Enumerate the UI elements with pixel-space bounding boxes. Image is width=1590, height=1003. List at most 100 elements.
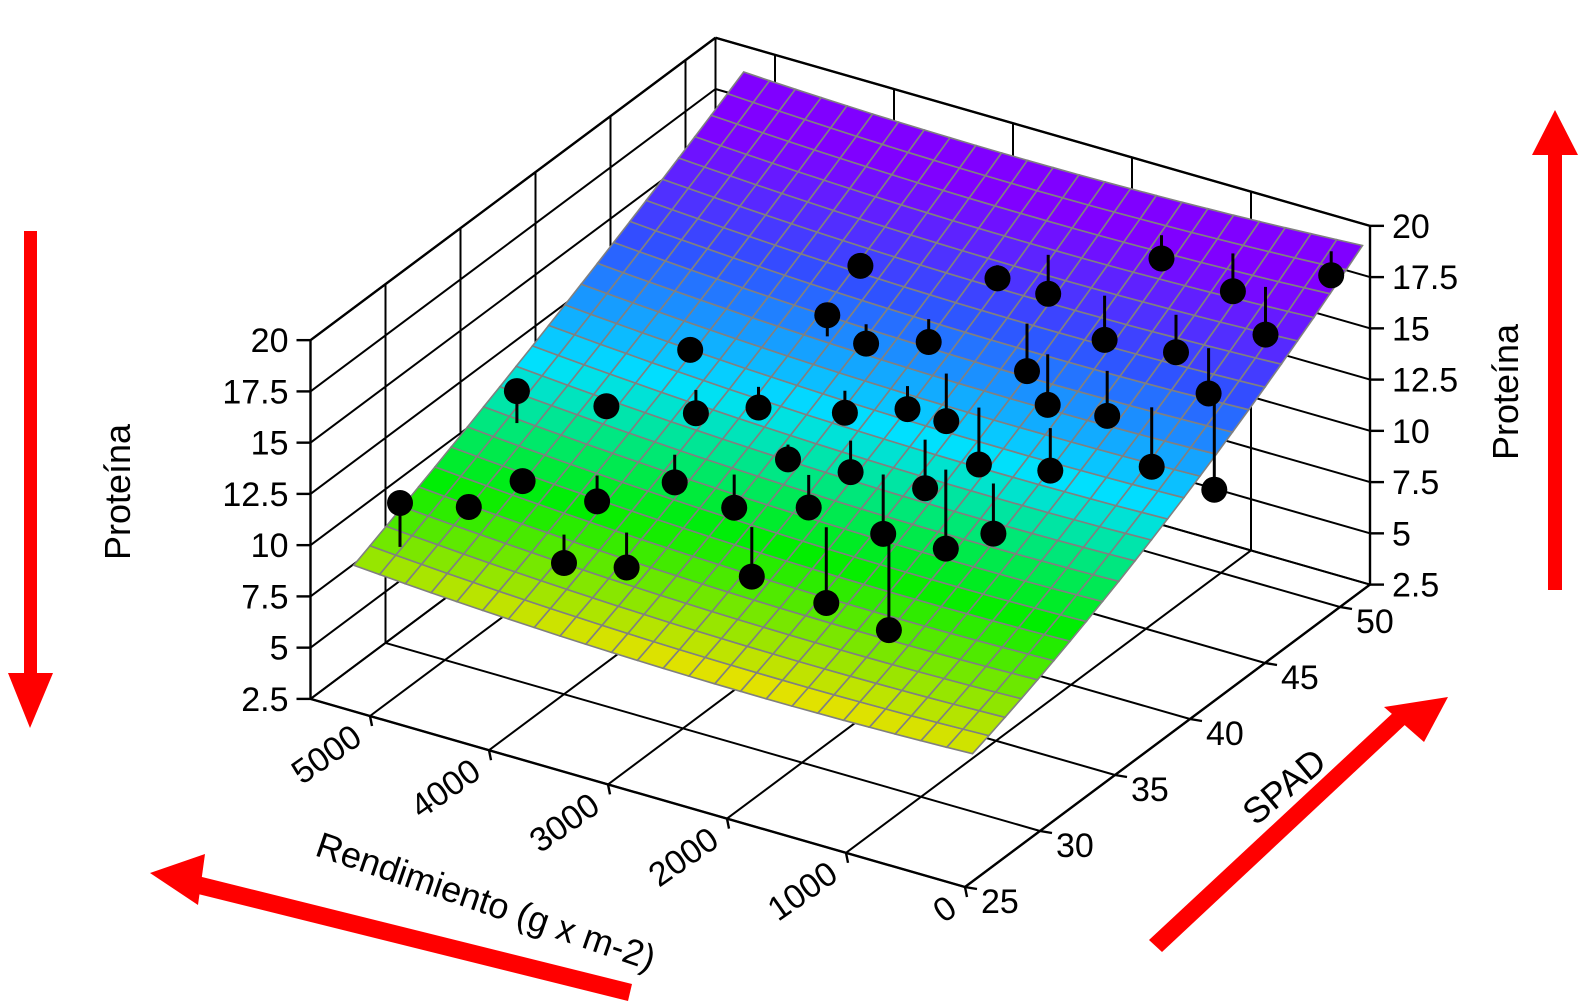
wall-top-edge bbox=[715, 36, 1371, 228]
data-point bbox=[1014, 358, 1040, 385]
data-point bbox=[661, 469, 688, 496]
data-point bbox=[509, 468, 536, 495]
data-point bbox=[1163, 339, 1189, 366]
data-point bbox=[455, 493, 482, 520]
wall-top-edge bbox=[309, 36, 717, 342]
data-point bbox=[1094, 402, 1121, 429]
data-point bbox=[1138, 453, 1165, 480]
data-point bbox=[965, 451, 992, 478]
spad-tick-mark bbox=[1339, 605, 1353, 611]
data-point bbox=[831, 399, 858, 426]
x-tick-label: 3000 bbox=[523, 786, 607, 861]
data-point bbox=[1037, 457, 1064, 484]
z-axis-title-right: Proteína bbox=[1485, 323, 1526, 460]
data-point bbox=[932, 535, 959, 562]
back-wall-grid-line bbox=[309, 139, 717, 444]
floor-grid-line bbox=[845, 549, 1252, 854]
z-tick-label-right: 10 bbox=[1392, 413, 1430, 451]
data-point bbox=[1035, 280, 1062, 307]
z-tick-label-left: 15 bbox=[251, 425, 289, 463]
z-axis-title-left: Proteína bbox=[97, 423, 138, 560]
back-wall-grid-line bbox=[309, 88, 717, 393]
data-point bbox=[814, 302, 841, 329]
data-point bbox=[915, 329, 942, 356]
data-point bbox=[853, 330, 880, 357]
data-point bbox=[721, 494, 748, 521]
data-point bbox=[551, 550, 577, 576]
data-point bbox=[584, 488, 611, 515]
data-point bbox=[682, 400, 709, 427]
data-point bbox=[912, 475, 939, 502]
z-tick-label-left: 20 bbox=[251, 322, 289, 360]
z-tick-label-right: 15 bbox=[1392, 310, 1430, 348]
spad-tick-label: 40 bbox=[1206, 715, 1244, 753]
data-point bbox=[1219, 278, 1246, 305]
z-tick-label-left: 5 bbox=[270, 630, 289, 668]
data-point bbox=[1195, 380, 1222, 407]
surface-cell bbox=[726, 71, 771, 104]
data-point bbox=[613, 554, 640, 581]
z-tick-label-right: 2.5 bbox=[1392, 567, 1439, 605]
x-tick-label: 2000 bbox=[642, 820, 726, 895]
data-point bbox=[847, 252, 874, 279]
data-point bbox=[677, 336, 704, 363]
z-tick-label-right: 12.5 bbox=[1392, 362, 1458, 400]
x-tick-mark bbox=[487, 749, 493, 761]
data-point bbox=[795, 494, 822, 521]
x-tick-label: 0 bbox=[926, 888, 963, 930]
data-point bbox=[837, 459, 864, 486]
data-point bbox=[775, 446, 801, 473]
data-point bbox=[1091, 326, 1118, 353]
data-point bbox=[738, 563, 765, 590]
x-tick-mark bbox=[606, 784, 612, 795]
floor-edge-front bbox=[310, 697, 966, 889]
z-tick-label-left: 12.5 bbox=[222, 476, 288, 514]
data-point bbox=[870, 520, 897, 547]
red-arrow-left-down bbox=[8, 231, 53, 728]
z-tick-label-left: 10 bbox=[251, 527, 289, 565]
spad-tick-label: 30 bbox=[1056, 827, 1094, 865]
data-point bbox=[813, 589, 840, 616]
z-tick-label-right: 7.5 bbox=[1392, 464, 1439, 502]
data-point bbox=[875, 617, 902, 644]
data-point bbox=[593, 393, 620, 420]
x-tick-mark bbox=[963, 886, 969, 898]
spad-tick-mark bbox=[1264, 661, 1278, 667]
floor-edge-right bbox=[964, 583, 1371, 888]
spad-tick-label: 45 bbox=[1281, 659, 1319, 697]
data-point bbox=[984, 265, 1011, 292]
fitted-surface bbox=[352, 71, 1364, 755]
z-tick-label-right: 5 bbox=[1392, 515, 1411, 553]
spad-tick-label: 35 bbox=[1131, 771, 1169, 809]
spad-tick-label: 25 bbox=[981, 883, 1019, 921]
x-tick-label: 1000 bbox=[761, 854, 845, 929]
data-point bbox=[1034, 391, 1061, 418]
z-tick-label-left: 17.5 bbox=[222, 373, 288, 411]
data-point bbox=[1148, 245, 1175, 272]
data-point bbox=[1252, 321, 1279, 348]
floor-grid-line bbox=[385, 641, 1041, 832]
data-points bbox=[387, 235, 1345, 644]
red-arrow-rendimiento bbox=[150, 854, 632, 1001]
red-arrow-right-up bbox=[1532, 110, 1578, 590]
x-tick-label: 4000 bbox=[404, 752, 488, 827]
data-point bbox=[387, 489, 413, 516]
spad-tick-label: 50 bbox=[1356, 603, 1394, 641]
spad-tick-mark bbox=[964, 885, 978, 891]
x-tick-mark bbox=[844, 852, 850, 864]
data-point bbox=[980, 520, 1007, 547]
spad-tick-mark bbox=[1189, 717, 1203, 723]
x-tick-mark bbox=[368, 715, 374, 727]
spad-tick-mark bbox=[1039, 829, 1053, 835]
z-tick-label-right: 20 bbox=[1392, 208, 1430, 246]
data-point bbox=[933, 408, 960, 435]
data-point bbox=[1318, 262, 1345, 289]
spad-tick-mark bbox=[1114, 773, 1128, 779]
data-point bbox=[503, 378, 530, 405]
z-tick-label-right: 17.5 bbox=[1392, 259, 1458, 297]
data-point bbox=[1201, 476, 1228, 503]
data-point bbox=[894, 396, 921, 423]
x-tick-mark bbox=[725, 818, 731, 829]
red-arrow-spad bbox=[1149, 697, 1448, 952]
